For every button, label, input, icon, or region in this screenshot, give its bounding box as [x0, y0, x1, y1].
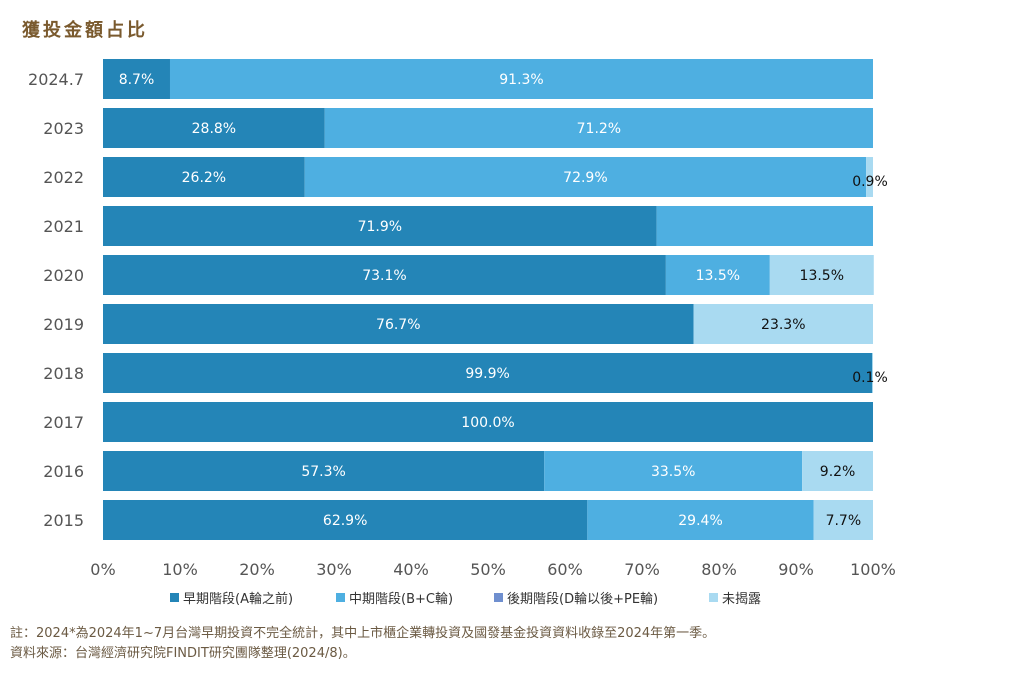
- data-label: 8.7%: [119, 72, 155, 88]
- legend-label: 早期階段(A輪之前): [183, 591, 293, 607]
- labels-layer: 8.7% 91.3% 28.8% 71.2% 26.2% 72.9% 0.9% 71.9% 73…: [119, 72, 888, 529]
- footnote: 註：2024*為2024年1~7月台灣早期投資不完全統計，其中上市櫃企業轉投資及…: [10, 626, 716, 641]
- data-label: 100.0%: [461, 415, 514, 431]
- category-label: 2023: [43, 119, 84, 138]
- bars-layer: [103, 59, 874, 540]
- category-label: 2017: [43, 413, 84, 432]
- x-tick-label: 90%: [778, 560, 814, 579]
- legend-label: 未揭露: [722, 592, 761, 607]
- bar-segment: [103, 304, 694, 344]
- data-label: 13.5%: [696, 268, 740, 284]
- data-label: 62.9%: [323, 513, 367, 529]
- category-label: 2024.7: [28, 70, 84, 89]
- legend-label: 中期階段(B+C輪): [349, 591, 453, 607]
- x-tick-label: 80%: [701, 560, 737, 579]
- data-label: 13.5%: [800, 268, 844, 284]
- x-tick-label: 100%: [850, 560, 896, 579]
- bar-segment: [103, 451, 545, 491]
- data-label: 29.4%: [678, 513, 722, 529]
- bar-segment: [103, 402, 873, 442]
- category-label: 2015: [43, 511, 84, 530]
- x-tick-label: 60%: [547, 560, 583, 579]
- data-label: 7.7%: [826, 513, 862, 529]
- legend-swatch: [709, 593, 718, 602]
- data-label: 57.3%: [301, 464, 345, 480]
- bar-segment: [802, 451, 873, 491]
- bar-segment: [103, 255, 666, 295]
- bar-segment: [103, 108, 325, 148]
- data-label: 0.9%: [852, 174, 888, 190]
- x-tick-label: 10%: [162, 560, 198, 579]
- data-label: 91.3%: [499, 72, 543, 88]
- data-label: 73.1%: [362, 268, 406, 284]
- data-label: 9.2%: [820, 464, 856, 480]
- bar-segment: [813, 500, 873, 540]
- data-label: 0.1%: [852, 370, 888, 386]
- bar-segment: [304, 157, 867, 197]
- bar-segment: [866, 157, 873, 197]
- data-label: 99.9%: [465, 366, 509, 382]
- x-axis: 0% 10% 20% 30% 40% 50% 60% 70% 80% 90% 100%: [90, 560, 896, 579]
- category-label: 2019: [43, 315, 84, 334]
- notes: 註：2024*為2024年1~7月台灣早期投資不完全統計，其中上市櫃企業轉投資及…: [10, 624, 715, 664]
- x-tick-label: 20%: [239, 560, 275, 579]
- legend-swatch: [336, 593, 345, 602]
- legend-swatch: [494, 593, 503, 602]
- bar-segment: [587, 500, 814, 540]
- category-axis: 2024.7 2023 2022 2021 2020 2019 2018 2017 2016 20…: [28, 70, 84, 530]
- data-label: 26.2%: [182, 170, 226, 186]
- bar-segment: [656, 206, 873, 246]
- bar-segment: [103, 353, 873, 393]
- bar-segment: [103, 157, 305, 197]
- category-label: 2018: [43, 364, 84, 383]
- data-label: 72.9%: [563, 170, 607, 186]
- x-tick-label: 40%: [393, 560, 429, 579]
- bar-segment: [544, 451, 803, 491]
- category-label: 2020: [43, 266, 84, 285]
- category-label: 2022: [43, 168, 84, 187]
- bar-segment: [693, 304, 873, 344]
- legend: 早期階段(A輪之前) 中期階段(B+C輪) 後期階段(D輪以後+PE輪) 未揭露: [170, 591, 761, 607]
- bar-segment: [103, 500, 588, 540]
- legend-swatch: [170, 593, 179, 602]
- data-label: 33.5%: [651, 464, 695, 480]
- x-tick-label: 30%: [316, 560, 352, 579]
- data-label: 71.9%: [358, 219, 402, 235]
- bar-segment: [872, 353, 873, 393]
- bar-segment: [169, 59, 874, 99]
- chart-title: 獲投金額占比: [22, 20, 148, 41]
- bar-segment: [103, 206, 657, 246]
- data-label: 28.8%: [192, 121, 236, 137]
- legend-label: 後期階段(D輪以後+PE輪): [507, 591, 658, 607]
- bar-segment: [103, 59, 170, 99]
- stacked-bar-chart: 8.7% 91.3% 28.8% 71.2% 26.2% 72.9% 0.9% 71.9% 73…: [28, 59, 896, 607]
- source-note: 資料來源：台灣經濟研究院FINDIT研究團隊整理(2024/8)。: [10, 646, 356, 661]
- bar-segment: [769, 255, 874, 295]
- category-label: 2016: [43, 462, 84, 481]
- category-label: 2021: [43, 217, 84, 236]
- x-tick-label: 70%: [624, 560, 660, 579]
- bar-segment: [324, 108, 873, 148]
- x-tick-label: 50%: [470, 560, 506, 579]
- bar-segment: [665, 255, 770, 295]
- data-label: 71.2%: [577, 121, 621, 137]
- data-label: 76.7%: [376, 317, 420, 333]
- data-label: 23.3%: [761, 317, 805, 333]
- x-tick-label: 0%: [90, 560, 115, 579]
